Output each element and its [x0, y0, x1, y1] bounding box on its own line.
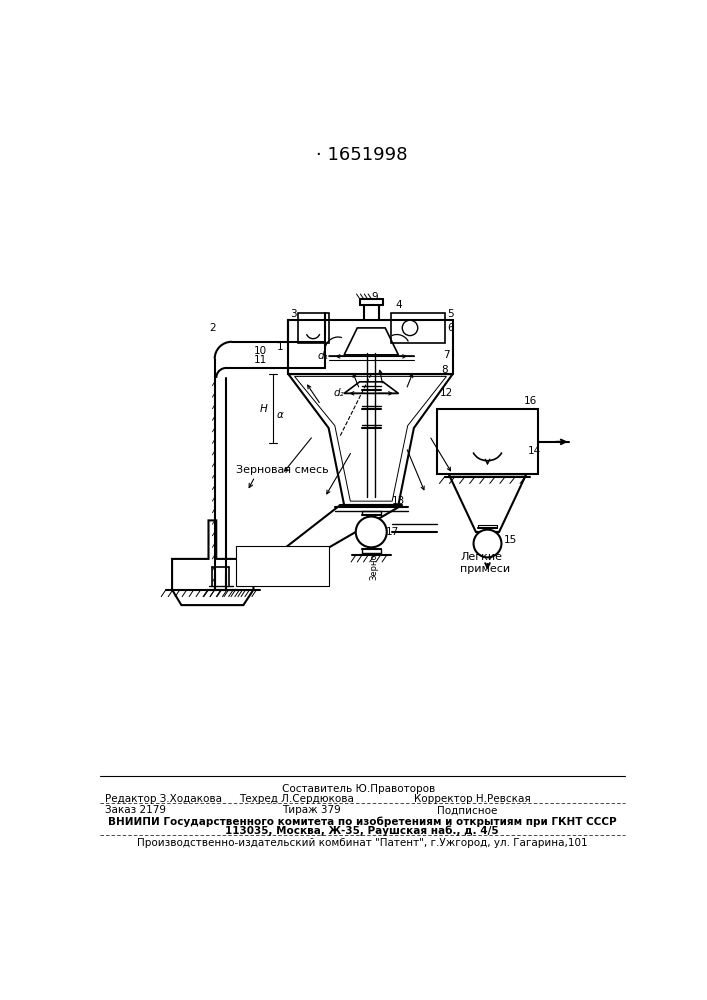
Text: 11: 11	[254, 355, 267, 365]
Text: Тираж 379: Тираж 379	[282, 805, 341, 815]
Text: d₂: d₂	[333, 388, 344, 398]
Text: 7: 7	[443, 350, 450, 360]
Circle shape	[474, 530, 501, 557]
Text: 10: 10	[254, 346, 267, 356]
Text: Подписное: Подписное	[437, 805, 498, 815]
Text: 6: 6	[447, 323, 454, 333]
Text: Редактор З.Ходакова: Редактор З.Ходакова	[105, 794, 223, 804]
Text: Техред Л.Сердюкова: Техред Л.Сердюкова	[240, 794, 354, 804]
Text: Зерновая смесь: Зерновая смесь	[235, 465, 328, 475]
Text: d₁: d₁	[318, 351, 329, 361]
Text: Легкие
примеси: Легкие примеси	[460, 552, 510, 574]
Text: · 1651998: · 1651998	[316, 146, 408, 164]
Text: 14: 14	[527, 446, 541, 456]
Text: Зерно: Зерно	[260, 550, 291, 560]
Text: α: α	[277, 410, 284, 420]
Text: 16: 16	[523, 396, 537, 406]
Circle shape	[402, 320, 418, 336]
Circle shape	[356, 517, 387, 547]
Text: Воздух: Воздух	[260, 561, 296, 571]
Text: Зерно: Зерно	[369, 553, 378, 580]
Text: Составитель Ю.Правоторов: Составитель Ю.Правоторов	[282, 784, 436, 794]
Text: 2: 2	[209, 323, 216, 333]
Text: 15: 15	[504, 535, 518, 545]
Bar	[235, 546, 329, 586]
Text: Корректор Н.Ревская: Корректор Н.Ревская	[414, 794, 531, 804]
Text: Заказ 2179: Заказ 2179	[105, 805, 166, 815]
Text: ВНИИПИ Государственного комитета по изобретениям и открытиям при ГКНТ СССР: ВНИИПИ Государственного комитета по изоб…	[107, 816, 617, 827]
Text: 12: 12	[440, 388, 453, 398]
Text: Производственно-издательский комбинат "Патент", г.Ужгород, ул. Гагарина,101: Производственно-издательский комбинат "П…	[136, 838, 588, 848]
Text: 8: 8	[442, 365, 448, 375]
Text: 13: 13	[392, 496, 405, 506]
Text: 3: 3	[291, 309, 297, 319]
Text: 113035, Москва, Ж-35, Раушская наб., д. 4/5: 113035, Москва, Ж-35, Раушская наб., д. …	[225, 825, 498, 836]
Text: 5: 5	[447, 309, 454, 319]
Text: Примеси: Примеси	[260, 572, 305, 582]
Text: 1: 1	[277, 342, 284, 352]
Text: 9: 9	[372, 292, 378, 302]
Text: 4: 4	[395, 300, 402, 310]
Text: 17: 17	[385, 527, 399, 537]
Text: H: H	[259, 404, 267, 414]
